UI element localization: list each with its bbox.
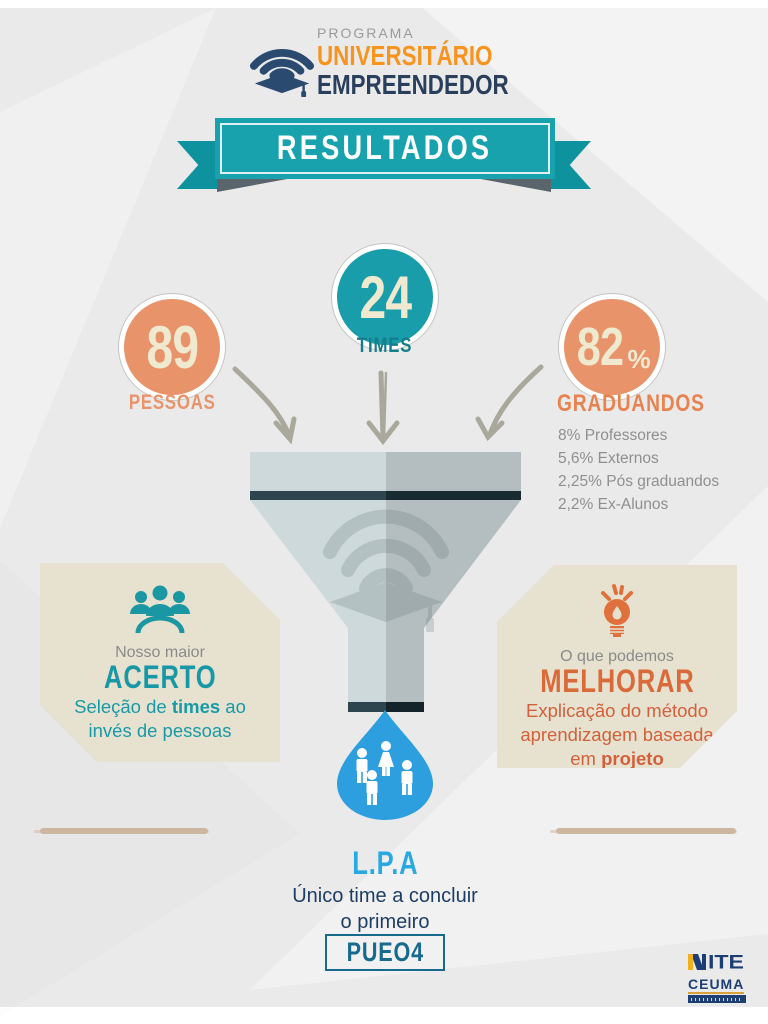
results-banner: RESULTADOS: [215, 118, 555, 179]
result-badge-wrap: PUEO4: [285, 934, 485, 971]
ceuma-label: CEUMA: [688, 976, 745, 994]
acerto-box: Nosso maior ACERTO Seleção de times ao i…: [40, 563, 280, 762]
acerto-body-post: ao invés de pessoas: [88, 696, 246, 741]
melhorar-body-bold: projeto: [601, 748, 664, 769]
melhorar-title: MELHORAR: [539, 663, 695, 699]
stat-label-graduandos: GRADUANDOS: [557, 390, 705, 417]
nite-logo-icon: ITE: [688, 953, 744, 974]
breakdown-item: 8% Professores: [558, 427, 668, 444]
melhorar-intro: O que podemos: [560, 648, 674, 665]
funnel-band-left: [250, 491, 386, 500]
arrow-middle: [378, 370, 386, 442]
graduation-wifi-icon: [249, 49, 315, 98]
acerto-body-bold: times: [171, 696, 221, 717]
stat-label-times: TIMES: [357, 334, 413, 357]
melhorar-body-pre: Explicação do método aprendizagem basead…: [520, 700, 714, 769]
program-label: PROGRAMA: [317, 25, 415, 41]
funnel-spout-band-right: [386, 702, 424, 712]
melhorar-body: Explicação do método aprendizagem basead…: [497, 697, 737, 769]
flow-arrows: [210, 355, 560, 460]
edition-badge: PUEO4: [324, 934, 446, 971]
acerto-intro: Nosso maior: [115, 644, 205, 661]
funnel-top-right: [386, 452, 521, 491]
result-description: Único time a concluir o primeiro: [260, 883, 510, 935]
funnel-watermark-icon: [323, 509, 449, 632]
stat-value-pessoas: 89: [146, 313, 199, 381]
logo-tagline-bar: [688, 995, 746, 1003]
program-logo-icon: [248, 32, 316, 103]
funnel-graphic: [240, 440, 530, 725]
result-line2: o primeiro: [340, 911, 430, 933]
brush-stroke-left: [34, 828, 209, 834]
program-logo-text: PROGRAMA UNIVERSITÁRIO EMPREENDEDOR: [317, 25, 577, 99]
nite-logo-text: ITE: [708, 953, 744, 971]
person-female-icon: [378, 741, 394, 776]
funnel-spout-band-left: [348, 702, 386, 712]
breakdown-item: 2,25% Pós graduandos: [558, 473, 720, 490]
results-title: RESULTADOS: [277, 129, 493, 167]
arrow-right: [487, 364, 544, 437]
result-team-wrap: L.P.A: [285, 845, 485, 882]
team-group-icon: [40, 563, 280, 640]
stat-label-pessoas: PESSOAS: [128, 391, 216, 414]
program-title-line2: EMPREENDEDOR: [317, 69, 509, 100]
funnel-body-left: [250, 500, 386, 702]
stat-value-graduandos: 82: [577, 317, 624, 377]
stat-circle-pessoas: 89: [124, 299, 220, 395]
graduandos-breakdown: 8% Professores 5,6% Externos 2,25% Pós g…: [558, 424, 758, 516]
stat-label-times-wrap: TIMES: [325, 334, 445, 358]
stat-circle-times: 24: [337, 249, 433, 345]
acerto-title: ACERTO: [103, 659, 217, 695]
stat-value-times: 24: [359, 263, 412, 331]
arrow-left: [232, 366, 292, 438]
program-title-line1: UNIVERSITÁRIO: [317, 40, 493, 71]
acerto-body: Seleção de times ao invés de pessoas: [40, 693, 280, 743]
acerto-body-pre: Seleção de: [74, 696, 172, 717]
breakdown-item: 2,2% Ex-Alunos: [558, 496, 669, 513]
drop-graphic: [325, 708, 445, 825]
funnel-top-left: [250, 452, 386, 491]
nite-ceuma-logo: ITE CEUMA: [688, 953, 748, 1003]
funnel-body-right: [386, 500, 521, 702]
stat-circle-graduandos: 82%: [564, 299, 660, 395]
funnel-band-right: [386, 491, 521, 500]
person-male-icon: [401, 760, 413, 795]
stat-label-graduandos-wrap: GRADUANDOS: [557, 390, 747, 418]
lightbulb-icon: [497, 565, 737, 644]
result-team-name: L.P.A: [351, 845, 419, 881]
brush-stroke-right: [550, 828, 738, 834]
person-male-icon: [366, 770, 378, 805]
stat-label-pessoas-wrap: PESSOAS: [112, 391, 232, 415]
melhorar-box: O que podemos MELHORAR Explicação do mét…: [497, 565, 737, 768]
breakdown-item: 5,6% Externos: [558, 450, 659, 467]
result-line1: Único time a concluir: [292, 885, 478, 907]
stat-unit-graduandos: %: [627, 343, 651, 374]
person-male-icon: [356, 748, 368, 783]
edition-badge-label: PUEO4: [346, 937, 424, 967]
